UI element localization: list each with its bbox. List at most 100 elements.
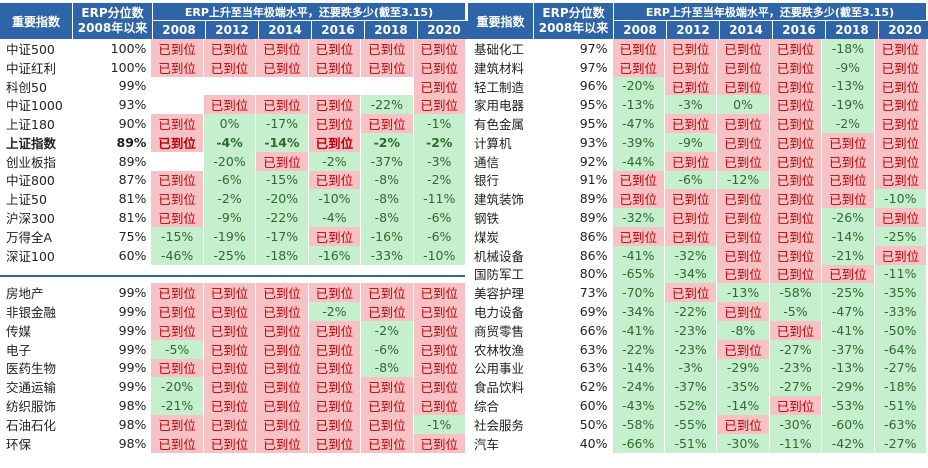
value-cell: -25% xyxy=(874,226,927,246)
value-cell: 已到位 xyxy=(203,320,256,340)
value-cell: 已到位 xyxy=(717,245,769,265)
value-cell: 已到位 xyxy=(612,39,664,58)
value-cell: 已到位 xyxy=(769,132,822,152)
row-erp-percentile: 91% xyxy=(579,172,608,188)
row-name: 食品饮料 xyxy=(474,380,525,396)
value-cell: 已到位 xyxy=(203,433,256,453)
value-cell: -42% xyxy=(822,433,874,453)
row-name: 环保 xyxy=(6,436,32,452)
value-cell: -30% xyxy=(717,433,769,453)
row-erp-percentile: 40% xyxy=(579,435,608,451)
table-row: 深证100 60% -46% -25% -18% -16% -33% -10% xyxy=(0,245,465,265)
row-name: 交通运输 xyxy=(6,380,57,396)
value-cell: -9% xyxy=(664,132,717,152)
row-erp-percentile: 99% xyxy=(118,304,147,320)
row-erp-percentile: 89% xyxy=(579,191,608,207)
value-cell: 已到位 xyxy=(413,358,465,378)
value-cell: 已到位 xyxy=(769,396,822,415)
row-erp-percentile: 50% xyxy=(579,416,608,432)
value-cell: -35% xyxy=(717,377,769,397)
table-row: 钢铁 89% -32% 已到位 已到位 已到位 -26% 已到位 xyxy=(468,208,927,227)
value-cell xyxy=(256,76,308,96)
value-cell: 已到位 xyxy=(822,132,874,152)
value-cell: -64% xyxy=(874,339,927,359)
row-name: 创业板指 xyxy=(6,154,57,170)
row-name: 国防军工 xyxy=(474,267,525,283)
value-cell: 已到位 xyxy=(256,302,308,321)
row-name: 轻工制造 xyxy=(474,79,525,95)
value-cell: -13% xyxy=(612,95,664,115)
value-cell: 已到位 xyxy=(413,433,465,453)
row-name: 建筑装饰 xyxy=(474,192,525,208)
value-cell: 已到位 xyxy=(413,377,465,397)
value-cell: 已到位 xyxy=(151,208,203,227)
right-table: 重要指数 ERP分位数 2008年以来 ERP上升至当年极端水平，还要跌多少(截至… xyxy=(468,3,928,453)
value-cell: -19% xyxy=(822,95,874,115)
table-row: 商贸零售 66% -41% -23% -8% 已到位 -41% -50% xyxy=(468,320,927,340)
value-cell: 已到位 xyxy=(308,114,361,133)
row-name: 社会服务 xyxy=(474,417,525,433)
value-cell: -52% xyxy=(664,396,717,415)
table-row: 计算机 93% -39% -9% 已到位 已到位 已到位 已到位 xyxy=(468,132,927,152)
row-erp-percentile: 86% xyxy=(579,228,608,244)
value-cell: 已到位 xyxy=(769,170,822,190)
row-erp-percentile: 81% xyxy=(118,191,147,207)
header-erp: ERP分位数 2008年以来 xyxy=(73,3,152,39)
value-cell: -8% xyxy=(361,358,413,378)
year-header-2012: 2012 xyxy=(667,21,719,39)
value-cell: 已到位 xyxy=(717,189,769,209)
value-cell: 已到位 xyxy=(203,39,256,58)
value-cell: -1% xyxy=(413,414,465,434)
value-cell: 已到位 xyxy=(664,189,717,209)
row-erp-percentile: 100% xyxy=(110,59,147,75)
value-cell: 已到位 xyxy=(769,208,822,227)
row-erp-percentile: 95% xyxy=(579,97,608,113)
value-cell: 已到位 xyxy=(664,283,717,303)
row-erp-percentile: 99% xyxy=(118,379,147,395)
value-cell: 已到位 xyxy=(769,95,822,115)
value-cell: 已到位 xyxy=(769,151,822,171)
value-cell: -33% xyxy=(361,245,413,265)
row-name: 上证50 xyxy=(6,192,47,208)
table-row: 综合 60% -43% -52% -14% 已到位 -53% -51% xyxy=(468,396,927,415)
value-cell: -63% xyxy=(874,414,927,434)
row-erp-percentile: 98% xyxy=(118,416,147,432)
value-cell xyxy=(151,95,203,115)
row-erp-percentile: 73% xyxy=(579,285,608,301)
value-cell: -3% xyxy=(664,358,717,378)
value-cell: -8% xyxy=(361,208,413,227)
value-cell: -32% xyxy=(612,208,664,227)
value-cell: 已到位 xyxy=(874,95,927,115)
table-row: 医药生物 99% 已到位 已到位 已到位 已到位 -8% 已到位 xyxy=(0,358,465,378)
row-name: 科创50 xyxy=(6,79,47,95)
table-row: 交通运输 99% -20% 已到位 已到位 已到位 已到位 已到位 xyxy=(0,377,465,397)
value-cell: -46% xyxy=(151,245,203,265)
value-cell: -9% xyxy=(822,57,874,77)
row-name: 深证100 xyxy=(6,248,55,264)
value-cell: 已到位 xyxy=(308,433,361,453)
value-cell: -24% xyxy=(612,377,664,397)
value-cell: 已到位 xyxy=(151,414,203,434)
value-cell: -21% xyxy=(151,396,203,415)
row-erp-percentile: 63% xyxy=(579,360,608,376)
value-cell: -6% xyxy=(413,208,465,227)
value-cell: 已到位 xyxy=(413,302,465,321)
table-row: 中证红利 100% 已到位 已到位 已到位 已到位 已到位 已到位 xyxy=(0,57,465,77)
value-cell: -60% xyxy=(822,414,874,434)
value-cell: -18% xyxy=(874,377,927,397)
row-erp-percentile: 87% xyxy=(118,172,147,188)
value-cell: -2% xyxy=(822,114,874,133)
value-cell: 已到位 xyxy=(664,39,717,58)
value-cell: -58% xyxy=(612,414,664,434)
value-cell: 已到位 xyxy=(413,339,465,359)
table-row: 电子 99% -5% 已到位 已到位 已到位 -6% 已到位 xyxy=(0,339,465,359)
table-row: 食品饮料 62% -24% -37% -35% -27% -29% -18% xyxy=(468,377,927,397)
table-row: 农林牧渔 63% -22% -23% 已到位 -27% -37% -64% xyxy=(468,339,927,359)
row-erp-percentile: 95% xyxy=(579,116,608,132)
table-row: 建筑装饰 89% 已到位 已到位 已到位 已到位 已到位 -10% xyxy=(468,189,927,209)
value-cell: 已到位 xyxy=(717,414,769,434)
section-divider xyxy=(0,274,465,284)
row-name: 农林牧渔 xyxy=(474,342,525,358)
header-erp-right: ERP分位数 2008年以来 xyxy=(534,3,613,39)
value-cell: 已到位 xyxy=(717,114,769,133)
